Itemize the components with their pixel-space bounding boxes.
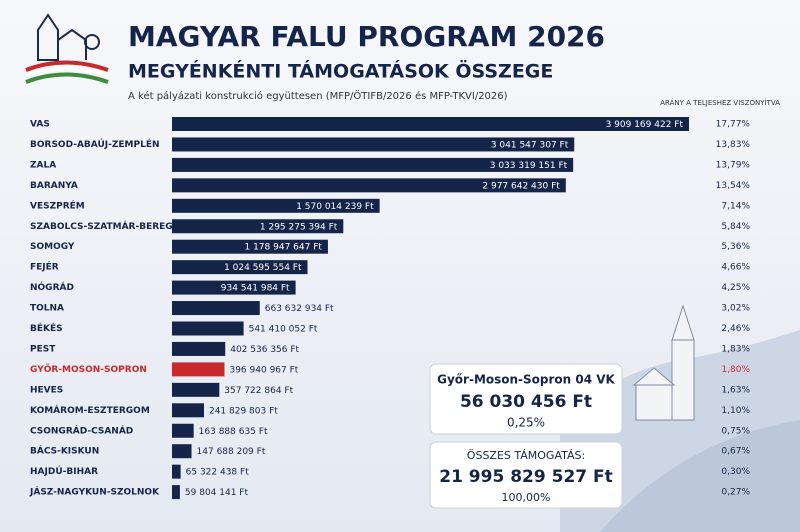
value-label: 3 041 547 307 Ft bbox=[491, 140, 569, 150]
value-label: 163 888 635 Ft bbox=[199, 427, 268, 437]
share-label: 13,79% bbox=[716, 160, 751, 170]
title: MAGYAR FALU PROGRAM 2026 bbox=[128, 20, 605, 53]
share-label: 3,02% bbox=[721, 304, 750, 314]
share-label: 0,30% bbox=[721, 467, 750, 477]
bar bbox=[172, 444, 192, 459]
box-share: 100,00% bbox=[502, 491, 551, 504]
category-label: BORSOD-ABAÚJ-ZEMPLÉN bbox=[30, 138, 160, 150]
value-label: 402 536 356 Ft bbox=[230, 345, 299, 355]
category-label: HAJDÚ-BIHAR bbox=[30, 465, 98, 477]
value-label: 541 410 052 Ft bbox=[249, 325, 318, 335]
value-label: 1 295 275 394 Ft bbox=[260, 222, 338, 232]
category-label: BÁCS-KISKUN bbox=[30, 445, 99, 457]
value-label: 663 632 934 Ft bbox=[265, 304, 334, 314]
bar bbox=[172, 178, 566, 193]
value-label: 1 570 014 239 Ft bbox=[296, 202, 374, 212]
category-label: SZABOLCS-SZATMÁR-BEREG bbox=[30, 220, 173, 232]
bar bbox=[172, 423, 194, 438]
box-bg bbox=[429, 441, 623, 509]
bar bbox=[172, 341, 226, 356]
category-label: KOMÁROM-ESZTERGOM bbox=[30, 404, 150, 416]
share-label: 4,25% bbox=[721, 283, 750, 293]
value-label: 396 940 967 Ft bbox=[229, 365, 298, 375]
share-label: 2,46% bbox=[721, 324, 750, 334]
bar bbox=[172, 321, 244, 336]
category-label: BÉKÉS bbox=[30, 322, 63, 334]
box-title: Győr-Moson-Sopron 04 VK bbox=[437, 373, 615, 387]
note: A két pályázati konstrukció együttesen (… bbox=[128, 89, 508, 102]
category-label: TOLNA bbox=[30, 304, 64, 314]
value-label: 241 829 803 Ft bbox=[209, 406, 278, 416]
category-label: VESZPRÉM bbox=[30, 199, 85, 211]
category-label: CSONGRÁD-CSANÁD bbox=[30, 424, 133, 436]
share-label: 1,83% bbox=[721, 344, 750, 354]
box-amount: 56 030 456 Ft bbox=[460, 392, 592, 412]
share-label: 4,66% bbox=[721, 263, 750, 273]
share-title: ARÁNY A TELJESHEZ VISZONYÍTVA bbox=[660, 98, 780, 107]
bar bbox=[172, 382, 220, 397]
logo bbox=[25, 13, 109, 84]
bar bbox=[172, 239, 328, 254]
share-label: 13,83% bbox=[716, 140, 751, 150]
value-label: 2 977 642 430 Ft bbox=[482, 181, 560, 191]
category-label: GYŐR-MOSON-SOPRON bbox=[30, 364, 147, 375]
hills-front bbox=[600, 420, 800, 532]
value-label: 1 178 947 647 Ft bbox=[244, 243, 322, 253]
box-bg bbox=[429, 363, 623, 435]
value-label: 3 033 319 151 Ft bbox=[490, 161, 568, 171]
bar bbox=[172, 117, 689, 131]
category-label: HEVES bbox=[30, 385, 63, 395]
category-label: VAS bbox=[30, 120, 50, 130]
subtitle: MEGYÉNKÉNTI TÁMOGATÁSOK ÖSSZEGE bbox=[128, 59, 553, 83]
value-label: 934 541 984 Ft bbox=[221, 284, 290, 294]
value-label: 147 688 209 Ft bbox=[197, 447, 266, 457]
box-share: 0,25% bbox=[507, 416, 545, 430]
share-label: 17,77% bbox=[716, 120, 751, 130]
bar bbox=[172, 198, 380, 213]
bar bbox=[172, 260, 308, 275]
share-label: 0,67% bbox=[721, 447, 750, 457]
church bbox=[632, 304, 695, 421]
info-box: Győr-Moson-Sopron 04 VK 56 030 456 Ft 0,… bbox=[429, 363, 623, 435]
box-amount: 21 995 829 527 Ft bbox=[439, 467, 613, 487]
bar bbox=[172, 280, 296, 295]
category-label: NÓGRÁD bbox=[30, 281, 74, 293]
share-label: 0,75% bbox=[721, 426, 750, 436]
category-label: FEJÉR bbox=[30, 261, 59, 273]
share-label: 0,27% bbox=[721, 488, 750, 498]
value-label: 65 322 438 Ft bbox=[186, 468, 250, 478]
share-label: 5,36% bbox=[721, 242, 750, 252]
category-label: ZALA bbox=[30, 160, 56, 170]
bar bbox=[172, 485, 180, 500]
bar bbox=[172, 362, 225, 377]
bar bbox=[172, 464, 181, 479]
bar bbox=[172, 301, 260, 316]
bar bbox=[172, 403, 204, 418]
category-label: SOMOGY bbox=[30, 242, 75, 252]
bar bbox=[172, 137, 575, 152]
bar bbox=[172, 157, 574, 172]
bar bbox=[172, 219, 344, 234]
category-label: JÁSZ-NAGYKUN-SZOLNOK bbox=[29, 486, 160, 498]
category-label: PEST bbox=[30, 344, 56, 354]
share-label: 1,80% bbox=[721, 365, 750, 375]
box-title: ÖSSZES TÁMOGATÁS: bbox=[467, 449, 585, 462]
share-label: 1,63% bbox=[721, 385, 750, 395]
value-label: 59 804 141 Ft bbox=[185, 488, 249, 498]
value-label: 357 722 864 Ft bbox=[224, 386, 293, 396]
share-label: 1,10% bbox=[721, 406, 750, 416]
total-box: ÖSSZES TÁMOGATÁS: 21 995 829 527 Ft 100,… bbox=[429, 441, 623, 509]
share-label: 5,84% bbox=[721, 222, 750, 232]
share-label: 13,54% bbox=[716, 181, 751, 191]
value-label: 1 024 595 554 Ft bbox=[224, 263, 302, 273]
category-label: BARANYA bbox=[30, 181, 78, 191]
share-label: 7,14% bbox=[721, 201, 750, 211]
value-label: 3 909 169 422 Ft bbox=[606, 120, 684, 130]
